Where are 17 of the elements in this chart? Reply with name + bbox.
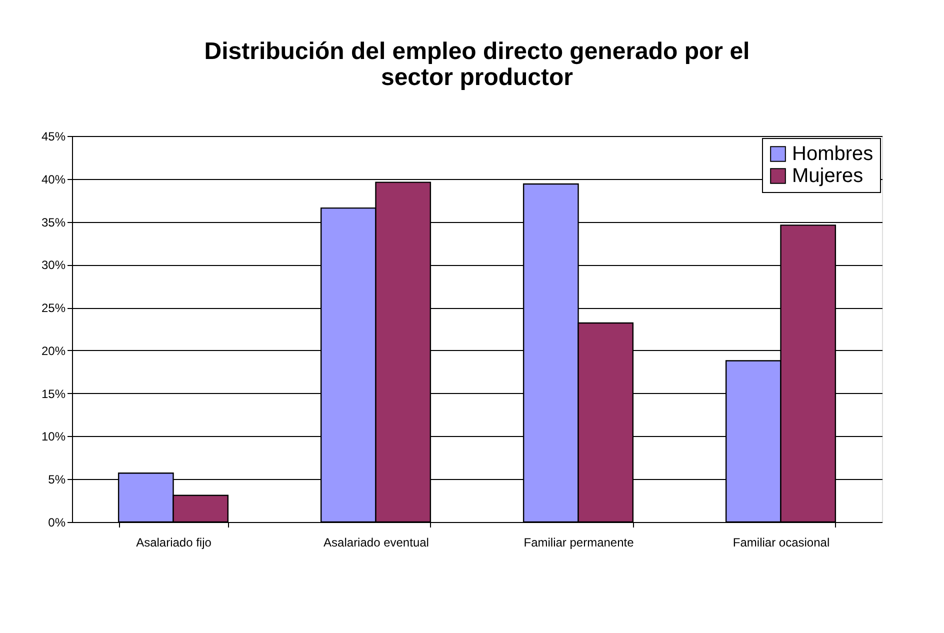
x-tick-label: Asalariado eventual bbox=[324, 536, 429, 550]
y-tick-label: 45% bbox=[41, 130, 66, 144]
legend-label: Hombres bbox=[792, 143, 874, 165]
y-tick-label: 15% bbox=[41, 386, 66, 401]
y-tick-label: 20% bbox=[41, 344, 66, 358]
y-tick-label: 30% bbox=[41, 258, 66, 272]
chart-title: Distribución del empleo directo generado por el sector productor bbox=[204, 38, 750, 91]
x-tick-label: Asalariado fijo bbox=[136, 536, 212, 550]
legend-label: Mujeres bbox=[792, 165, 864, 187]
y-tick-label: 25% bbox=[41, 301, 66, 316]
x-tick-label: Familiar permanente bbox=[524, 536, 634, 550]
y-tick-label: 5% bbox=[48, 472, 66, 487]
y-tick-label: 35% bbox=[41, 215, 66, 230]
y-tick-label: 0% bbox=[48, 516, 66, 530]
y-tick-label: 40% bbox=[41, 172, 66, 186]
x-tick-label: Familiar ocasional bbox=[732, 536, 830, 550]
y-tick-label: 10% bbox=[41, 430, 66, 444]
